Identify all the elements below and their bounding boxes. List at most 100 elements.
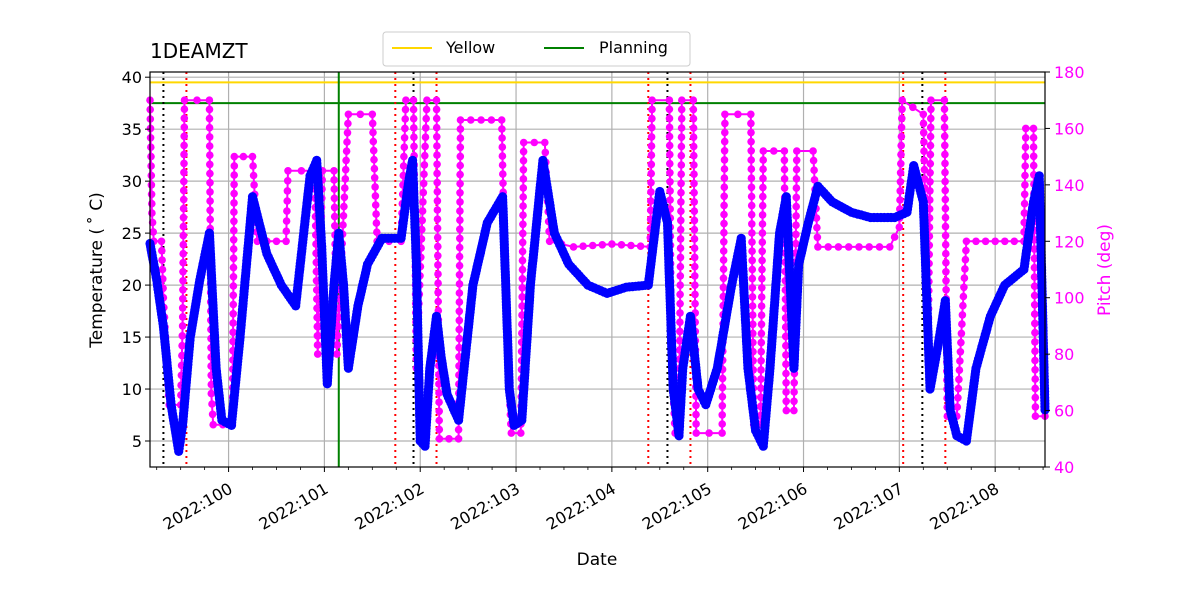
pitch-point <box>1021 152 1030 161</box>
pitch-point <box>297 167 306 175</box>
pitch-point <box>206 151 214 159</box>
pitch-point <box>147 162 155 170</box>
pitch-point <box>758 284 766 292</box>
legend: Yellow Planning <box>382 31 691 67</box>
pitch-point <box>314 322 323 331</box>
pitch-point <box>647 151 656 159</box>
x-tick-label: 2022:108 <box>926 479 1002 534</box>
pitch-point <box>748 220 756 228</box>
x-tick-label: 2022:105 <box>639 479 715 534</box>
pitch-point <box>748 311 757 319</box>
pitch-point <box>456 234 464 243</box>
pitch-point <box>356 110 365 119</box>
pitch-point <box>340 193 349 202</box>
y2-tick-label: 180 <box>1054 63 1085 82</box>
pitch-point <box>675 336 684 345</box>
pitch-point <box>896 169 905 177</box>
pitch-point <box>666 196 674 204</box>
pitch-point <box>230 162 239 170</box>
pitch-point <box>927 105 935 114</box>
pitch-point <box>178 304 187 312</box>
pitch-point <box>646 206 655 215</box>
pitch-point <box>180 168 188 177</box>
pitch-point <box>676 309 684 317</box>
pitch-point <box>422 114 431 123</box>
pitch-point <box>940 132 949 141</box>
pitch-point <box>956 357 964 365</box>
pitch-point <box>677 216 685 225</box>
pitch-point <box>229 310 237 318</box>
pitch-point <box>333 350 341 358</box>
pitch-point <box>229 236 238 244</box>
pitch-point <box>1030 291 1039 300</box>
pitch-point <box>748 302 757 310</box>
y-tick-label: 5 <box>132 432 142 451</box>
pitch-point <box>368 119 377 128</box>
pitch-point <box>178 332 187 340</box>
pitch-point <box>677 188 685 197</box>
pitch-point <box>782 397 790 406</box>
pitch-point <box>757 357 765 365</box>
pitch-point <box>454 435 463 443</box>
pitch-point <box>690 188 698 197</box>
pitch-point <box>180 114 189 123</box>
pitch-point <box>205 114 214 123</box>
pitch-point <box>647 160 656 169</box>
pitch-point <box>748 293 757 301</box>
pitch-point <box>758 220 767 228</box>
legend-box <box>382 31 691 67</box>
pitch-point <box>676 244 685 252</box>
pitch-point <box>498 134 506 142</box>
y2-tick-label: 80 <box>1054 345 1074 364</box>
pitch-point <box>422 105 431 114</box>
pitch-point <box>962 237 971 246</box>
pitch-point <box>499 179 507 187</box>
pitch-point <box>809 147 817 155</box>
pitch-point <box>433 197 442 205</box>
pitch-point <box>180 177 188 186</box>
pitch-point <box>942 249 950 258</box>
pitch-point <box>456 161 465 170</box>
pitch-point <box>780 165 789 174</box>
pitch-point <box>1020 209 1029 217</box>
pitch-point <box>720 156 729 164</box>
pitch-point <box>757 384 765 393</box>
pitch-point <box>959 292 968 301</box>
pitch-point <box>810 176 819 184</box>
pitch-point <box>666 150 674 159</box>
pitch-point <box>692 420 700 428</box>
pitch-point <box>420 161 429 169</box>
pitch-point <box>759 192 767 201</box>
pitch-point <box>692 410 700 419</box>
pitch-point <box>209 420 217 429</box>
pitch-point <box>648 123 656 132</box>
pitch-point <box>666 187 674 195</box>
pitch-point <box>718 392 727 401</box>
x-tick-label: 2022:102 <box>351 479 427 534</box>
pitch-point <box>179 249 187 258</box>
pitch-point <box>677 151 686 160</box>
axes: 5 10 15 20 25 30 35 40 2022:100 2022:101 2022:102 2… <box>122 63 1085 534</box>
pitch-point <box>957 338 965 347</box>
pitch-point <box>1020 190 1029 199</box>
pitch-point <box>178 313 187 321</box>
pitch-point <box>331 222 339 230</box>
pitch-point <box>373 228 381 236</box>
pitch-point <box>518 293 526 301</box>
pitch-point <box>865 243 873 251</box>
pitch-point <box>896 196 904 204</box>
pitch-point <box>1031 356 1039 365</box>
pitch-point <box>665 132 674 141</box>
pitch-point <box>780 156 789 165</box>
pitch-point <box>676 318 684 327</box>
y-tick-label: 25 <box>122 224 142 243</box>
pitch-point <box>1030 245 1039 253</box>
pitch-point <box>676 281 684 290</box>
pitch-point <box>920 156 928 165</box>
pitch-point <box>147 171 156 180</box>
pitch-point <box>282 217 291 225</box>
pitch-point <box>676 235 685 243</box>
pitch-point <box>435 407 444 416</box>
pitch-point <box>179 240 188 249</box>
